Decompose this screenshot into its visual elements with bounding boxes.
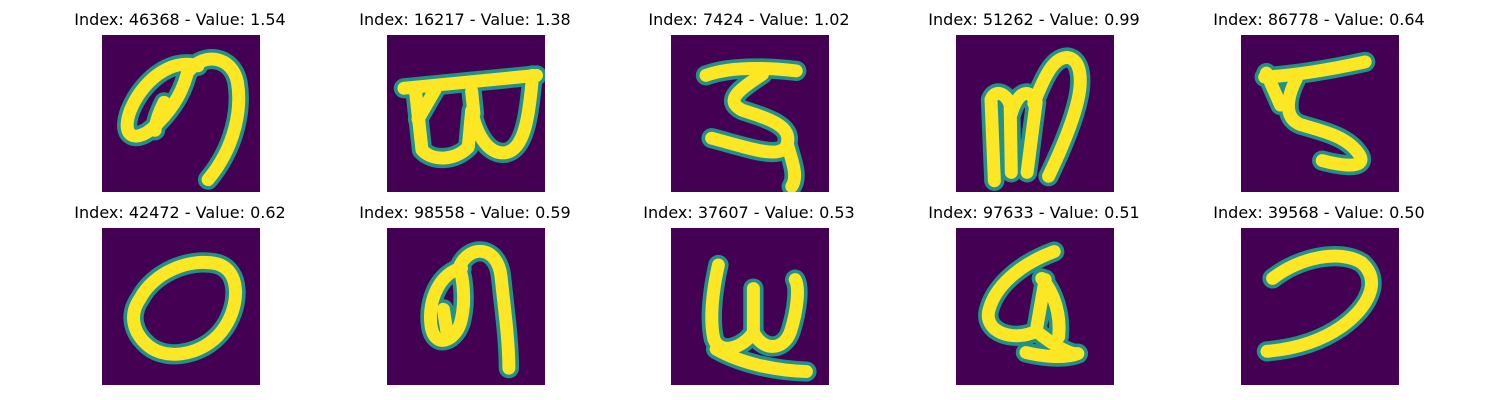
character-stroke	[709, 342, 813, 378]
character-image	[102, 35, 260, 192]
character-stroke	[1259, 66, 1287, 112]
handwritten-character-7424	[699, 61, 803, 192]
handwritten-character-37607	[705, 258, 813, 378]
panel-title: Index: 51262 - Value: 0.99	[928, 10, 1140, 29]
handwritten-character-86778	[1258, 55, 1372, 172]
handwritten-character-16217	[397, 68, 544, 165]
handwritten-character-97633	[981, 245, 1085, 364]
character-stroke	[1260, 249, 1378, 358]
character-stroke	[1258, 55, 1372, 84]
character-stroke	[452, 245, 516, 375]
character-stroke	[981, 245, 1061, 343]
panel-title: Index: 46368 - Value: 1.54	[74, 10, 286, 29]
panel-title: Index: 98558 - Value: 0.59	[359, 203, 571, 222]
character-stroke	[408, 68, 540, 165]
panel-2: Index: 16217 - Value: 1.38	[350, 0, 580, 192]
character-stroke	[1035, 272, 1066, 344]
character-image	[1241, 228, 1399, 385]
handwritten-character-42472	[127, 256, 242, 361]
panel-10: Index: 39568 - Value: 0.50	[1204, 193, 1434, 385]
character-image	[671, 228, 829, 385]
panel-title: Index: 42472 - Value: 0.62	[74, 203, 286, 222]
character-stroke	[746, 273, 804, 353]
handwritten-character-46368	[120, 52, 246, 187]
character-stroke	[411, 83, 442, 126]
panel-title: Index: 7424 - Value: 1.02	[648, 10, 850, 29]
panel-title: Index: 39568 - Value: 0.50	[1213, 203, 1425, 222]
panel-title: Index: 16217 - Value: 1.38	[359, 10, 571, 29]
panel-title: Index: 86778 - Value: 0.64	[1213, 10, 1425, 29]
character-stroke	[397, 68, 544, 95]
character-stroke	[423, 260, 471, 347]
character-image	[1241, 35, 1399, 192]
character-stroke	[705, 258, 760, 355]
character-stroke	[705, 67, 795, 159]
character-image	[671, 35, 829, 192]
character-image	[956, 228, 1114, 385]
character-stroke	[120, 57, 205, 143]
panel-1: Index: 46368 - Value: 1.54	[65, 0, 295, 192]
panel-9: Index: 97633 - Value: 0.51	[919, 193, 1149, 385]
character-image	[956, 35, 1114, 192]
character-stroke	[465, 84, 481, 120]
character-image	[102, 228, 260, 385]
handwritten-character-98558	[423, 245, 516, 375]
character-stroke	[183, 52, 246, 187]
character-stroke	[699, 61, 803, 82]
character-stroke	[1281, 72, 1368, 172]
character-stroke	[1027, 50, 1087, 183]
character-stroke	[780, 137, 802, 192]
character-stroke	[436, 302, 454, 338]
character-image	[387, 228, 545, 385]
handwritten-character-39568	[1260, 249, 1378, 358]
panel-title: Index: 97633 - Value: 0.51	[928, 203, 1140, 222]
character-stroke	[127, 256, 242, 361]
character-image	[387, 35, 545, 192]
panel-4: Index: 51262 - Value: 0.99	[919, 0, 1149, 192]
character-stroke	[1019, 324, 1085, 364]
panel-5: Index: 86778 - Value: 0.64	[1204, 0, 1434, 192]
handwritten-character-51262	[984, 50, 1087, 188]
panel-6: Index: 42472 - Value: 0.62	[65, 193, 295, 385]
panel-3: Index: 7424 - Value: 1.02	[634, 0, 864, 192]
panel-7: Index: 98558 - Value: 0.59	[350, 193, 580, 385]
character-stroke	[148, 95, 171, 137]
panel-title: Index: 37607 - Value: 0.53	[643, 203, 855, 222]
panel-8: Index: 37607 - Value: 0.53	[634, 193, 864, 385]
